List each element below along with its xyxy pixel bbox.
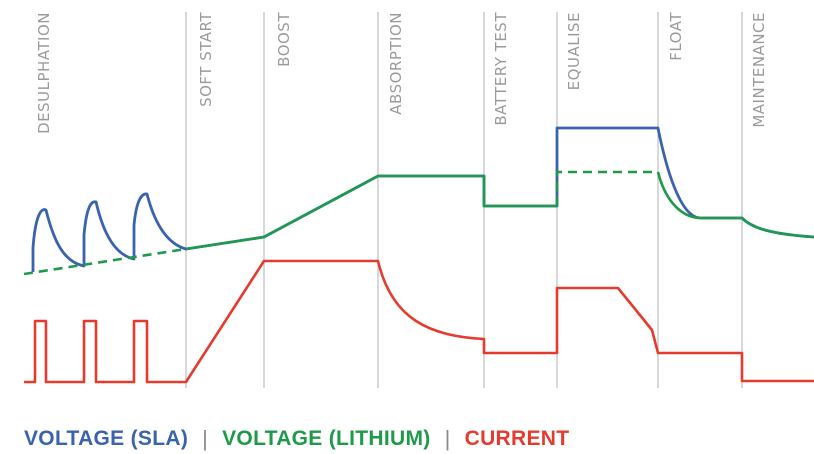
voltage-lithium-dashed bbox=[23, 247, 187, 276]
stage-label-float: FLOAT bbox=[667, 12, 685, 61]
voltage-lithium-equalise-dashed bbox=[555, 170, 658, 206]
current-curve bbox=[24, 259, 814, 384]
stage-dividers bbox=[185, 12, 743, 388]
legend-current: CURRENT bbox=[464, 427, 570, 450]
legend: VOLTAGE (SLA) | VOLTAGE (LITHIUM) | CURR… bbox=[24, 424, 569, 454]
voltage-sla-curve bbox=[31, 126, 814, 272]
legend-voltage-lithium: VOLTAGE (LITHIUM) bbox=[222, 427, 431, 450]
legend-separator: | bbox=[202, 426, 209, 451]
voltage-lithium-float-curve bbox=[656, 171, 814, 239]
stage-labels: DESULPHATION SOFT START BOOST ABSORPTION… bbox=[35, 12, 768, 134]
legend-separator: | bbox=[444, 426, 451, 451]
stage-label-desulphation: DESULPHATION bbox=[35, 12, 53, 134]
stage-label-equalise: EQUALISE bbox=[565, 12, 583, 90]
legend-voltage-sla: VOLTAGE (SLA) bbox=[24, 427, 189, 450]
stage-label-soft-start: SOFT START bbox=[197, 12, 215, 107]
stage-label-maintenance: MAINTENANCE bbox=[750, 12, 768, 128]
voltage-lithium-curve bbox=[185, 174, 557, 251]
stage-label-boost: BOOST bbox=[275, 12, 293, 67]
stage-label-battery-test: BATTERY TEST bbox=[492, 12, 510, 126]
stage-label-absorption: ABSORPTION bbox=[387, 12, 405, 115]
